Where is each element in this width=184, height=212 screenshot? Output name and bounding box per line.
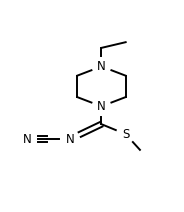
Text: N: N <box>97 100 106 113</box>
Text: N: N <box>66 133 75 146</box>
Text: N: N <box>97 60 106 73</box>
Text: S: S <box>122 128 129 141</box>
Text: N: N <box>23 133 32 146</box>
